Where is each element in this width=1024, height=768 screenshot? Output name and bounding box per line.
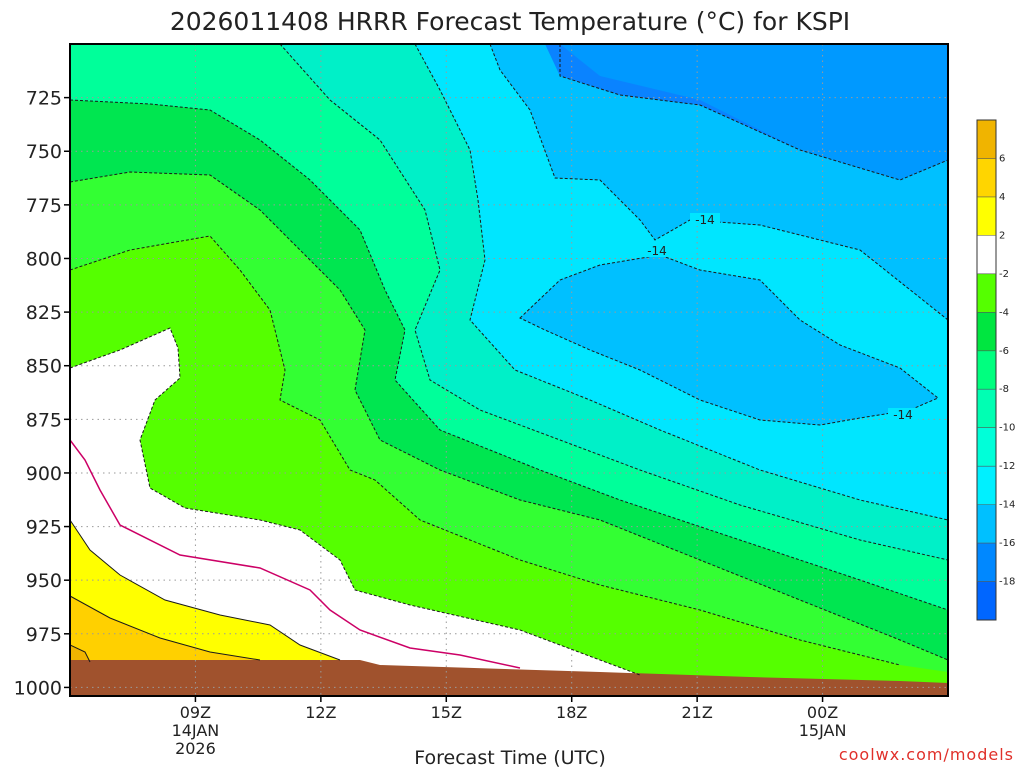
y-axis: 725 750 775 800 825 850 875 900 925 950 975 1000 <box>14 88 70 699</box>
y-tick-label: 825 <box>26 302 62 324</box>
y-tick-label: 975 <box>26 624 62 646</box>
contour-line <box>70 644 91 663</box>
colorbar-tick-label: -4 <box>999 307 1009 318</box>
solid-contour-lines <box>70 519 341 663</box>
x-tick-label: 12Z <box>305 703 336 722</box>
x-tick-sublabel: 14JAN <box>172 721 220 740</box>
y-tick-label: 850 <box>26 356 62 378</box>
y-tick-label: 775 <box>26 195 62 217</box>
colorbar: 6 4 2 -2 -4 -6 -8 -10 -12 -14 -16 -18 <box>976 119 1015 621</box>
x-tick-label: 21Z <box>681 703 712 722</box>
dashed-contour-lines <box>70 44 948 676</box>
colorbar-segment <box>977 350 996 390</box>
y-tick-label: 725 <box>26 88 62 110</box>
contour-line <box>70 171 948 661</box>
contour-label: -14 <box>893 408 913 422</box>
grid-lines <box>70 44 948 696</box>
colorbar-segment <box>977 581 996 621</box>
colorbar-segment <box>977 120 996 159</box>
colorbar-segment <box>977 235 996 275</box>
chart-title: 2026011408 HRRR Forecast Temperature (°C… <box>170 7 850 36</box>
contour-line <box>414 44 948 521</box>
freezing-line <box>70 439 521 669</box>
colorbar-segment <box>977 196 996 236</box>
colorbar-tick-label: -6 <box>999 346 1009 357</box>
colorbar-tick-label: -10 <box>999 423 1015 434</box>
colorbar-segment <box>977 504 996 544</box>
contour-label: -14 <box>695 213 715 227</box>
ground-below-surface <box>70 660 948 696</box>
colorbar-tick-label: 4 <box>999 192 1005 203</box>
colorbar-tick-label: 2 <box>999 230 1005 241</box>
x-axis-label: Forecast Time (UTC) <box>414 747 605 768</box>
cold-pocket-minus16-to-minus14 <box>520 255 938 425</box>
colorbar-segment <box>977 466 996 506</box>
contour-line <box>70 595 261 661</box>
x-tick-sublabel: 2026 <box>175 739 216 758</box>
contour-line <box>489 44 948 321</box>
x-tick-label: 00Z <box>807 703 838 722</box>
colorbar-tick-label: -2 <box>999 269 1009 280</box>
y-tick-label: 900 <box>26 463 62 485</box>
plot-area: -14 -14 -14 <box>70 44 948 696</box>
band-minus18-to-minus16 <box>70 44 948 180</box>
colorbar-tick-label: -16 <box>999 538 1015 549</box>
contour-line <box>279 44 948 561</box>
colorbar-tick-label: -8 <box>999 384 1009 395</box>
plot-frame <box>69 43 949 697</box>
colorbar-segment <box>977 273 996 313</box>
contour-line <box>559 44 948 181</box>
colorbar-segment <box>977 427 996 467</box>
x-tick-sublabel: 15JAN <box>799 721 847 740</box>
contour-line <box>70 519 341 661</box>
colorbar-segment <box>977 543 996 583</box>
colorbar-segment <box>977 158 996 198</box>
y-tick-label: 750 <box>26 141 62 163</box>
x-tick-label: 09Z <box>180 703 211 722</box>
colorbar-tick-label: -18 <box>999 577 1015 588</box>
colorbar-tick-label: -14 <box>999 500 1015 511</box>
y-tick-label: 950 <box>26 570 62 592</box>
y-tick-label: 875 <box>26 409 62 431</box>
contour-line <box>70 235 901 666</box>
x-tick-label: 15Z <box>431 703 462 722</box>
y-tick-label: 1000 <box>14 677 62 699</box>
watermark: coolwx.com/models <box>839 745 1014 764</box>
contour-line <box>519 254 939 426</box>
band-minus2-to-2 <box>70 328 948 696</box>
y-tick-label: 925 <box>26 517 62 539</box>
colorbar-tick-label: -12 <box>999 461 1015 472</box>
x-tick-label: 18Z <box>556 703 587 722</box>
contour-label: -14 <box>647 244 667 258</box>
colorbar-frame <box>976 119 997 621</box>
colorbar-tick-label: 6 <box>999 153 1005 164</box>
y-tick-label: 800 <box>26 248 62 270</box>
colorbar-segment <box>977 312 996 352</box>
colorbar-segment <box>977 389 996 429</box>
contour-labels: -14 -14 -14 <box>642 213 918 422</box>
